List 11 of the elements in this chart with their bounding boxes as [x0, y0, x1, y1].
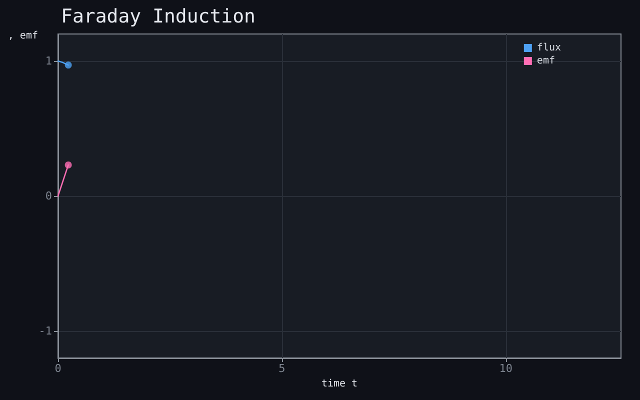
y-tick-label: 1 [45, 54, 52, 68]
x-tick-label: 5 [278, 362, 286, 375]
legend-label: emf [536, 56, 555, 66]
chart-title: Faraday Induction [61, 6, 256, 28]
x-axis-title: time t [321, 378, 358, 390]
x-tick-label: 0 [54, 362, 62, 375]
y-tick-label: 0 [45, 190, 52, 202]
y-tick-label: -1 [38, 324, 52, 338]
y-axis-title: , emf [8, 30, 38, 42]
x-tick-label: 10 [499, 362, 513, 375]
legend-label: flux [536, 42, 562, 54]
